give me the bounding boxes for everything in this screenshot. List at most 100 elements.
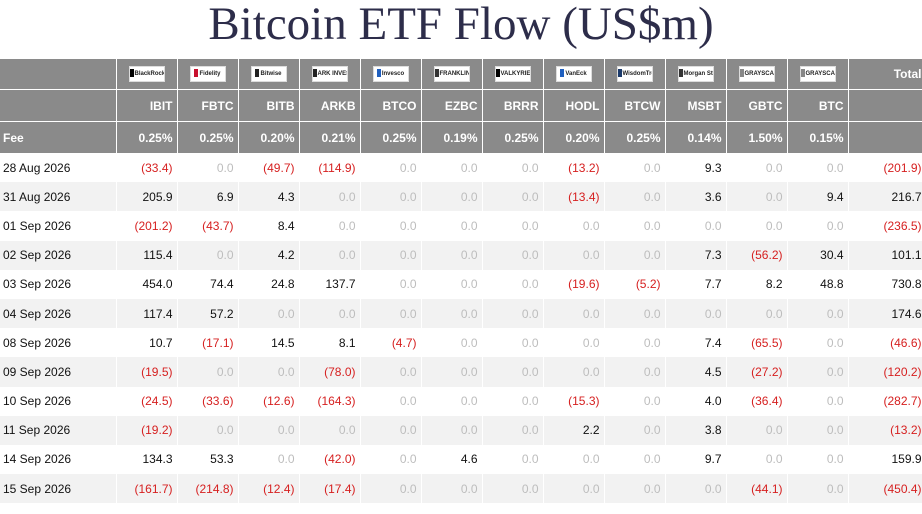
flow-cell: (13.2) [543, 153, 605, 183]
fund-logo-icon: Bitwise [250, 66, 287, 82]
fund-logo-icon: WisdomTree [616, 66, 653, 82]
flow-cell: 0.0 [604, 444, 666, 475]
flow-cell: 0.0 [604, 298, 666, 329]
flow-cell: 0.0 [543, 328, 605, 358]
flow-cell: (19.2) [116, 415, 178, 445]
row-date: 10 Sep 2026 [0, 386, 117, 416]
flow-cell: (164.3) [299, 386, 361, 416]
ticker-header: ARKB [299, 89, 361, 122]
flow-cell: (44.1) [726, 474, 788, 504]
fee-value: 0.14% [665, 121, 727, 153]
flow-cell: 0.0 [421, 240, 483, 270]
fund-logo-cell: Invesco [360, 59, 422, 90]
row-date: 08 Sep 2026 [0, 328, 117, 358]
ticker-header: BTCO [360, 89, 422, 122]
ticker-header: BTC [787, 89, 849, 122]
ticker-corner-cell [0, 89, 117, 122]
fund-logo-cell: Fidelity [177, 59, 239, 90]
flow-cell: 0.0 [787, 386, 849, 416]
flow-cell: 0.0 [787, 328, 849, 358]
logo-text: BlackRock [134, 71, 165, 77]
logo-text: ARK INVEST [317, 71, 347, 77]
flow-cell: 0.0 [177, 357, 239, 387]
row-date: 14 Sep 2026 [0, 444, 117, 475]
flow-cell: 0.0 [604, 328, 666, 358]
fee-value: 0.25% [360, 121, 422, 153]
logo-mark-icon [560, 69, 565, 78]
logo-mark-icon [255, 69, 260, 78]
flow-cell: 0.0 [299, 298, 361, 329]
flow-cell: 4.5 [665, 357, 727, 387]
fund-logo-cell: GRAYSCALE [787, 59, 849, 90]
flow-cell: 0.0 [299, 182, 361, 212]
flow-cell: 0.0 [360, 240, 422, 270]
etf-flow-table: BlackRock Fidelity Bitwise ARK INVEST Invesc… [0, 59, 922, 504]
flow-cell: 0.0 [543, 211, 605, 241]
flow-cell: (12.6) [238, 386, 300, 416]
fee-value: 0.25% [482, 121, 544, 153]
flow-cell: (201.2) [116, 211, 178, 241]
flow-cell: 0.0 [238, 357, 300, 387]
flow-cell: 0.0 [360, 386, 422, 416]
flow-cell: 0.0 [543, 357, 605, 387]
flow-cell: 0.0 [726, 415, 788, 445]
fund-logo-icon: ARK INVEST [311, 66, 348, 82]
flow-cell: 454.0 [116, 269, 178, 299]
fund-logo-cell: GRAYSCALE [726, 59, 788, 90]
row-total: 159.9 [848, 444, 922, 475]
flow-cell: 0.0 [421, 357, 483, 387]
flow-cell: 0.0 [299, 211, 361, 241]
flow-cell: 0.0 [787, 415, 849, 445]
ticker-header: GBTC [726, 89, 788, 122]
flow-cell: 0.0 [360, 182, 422, 212]
flow-cell: 0.0 [360, 474, 422, 504]
flow-cell: 0.0 [238, 444, 300, 475]
flow-cell: 0.0 [177, 153, 239, 183]
ticker-header: BITB [238, 89, 300, 122]
page-title: Bitcoin ETF Flow (US$m) [208, 0, 714, 50]
fee-value: 0.20% [238, 121, 300, 153]
table-row: 02 Sep 2026 115.4 0.0 4.2 0.0 0.0 0.0 0.0 0.0 0.0… [0, 240, 922, 270]
row-date: 31 Aug 2026 [0, 182, 117, 212]
ticker-header: FBTC [177, 89, 239, 122]
flow-cell: 134.3 [116, 444, 178, 475]
logo-text: VALKYRIE [500, 71, 531, 77]
flow-cell: 4.6 [421, 444, 483, 475]
fee-value: 0.25% [116, 121, 178, 153]
flow-cell: 0.0 [482, 357, 544, 387]
ticker-header: MSBT [665, 89, 727, 122]
flow-cell: 0.0 [604, 211, 666, 241]
flow-cell: 0.0 [543, 240, 605, 270]
logo-text: Fidelity [199, 71, 221, 77]
fund-logo-cell: WisdomTree [604, 59, 666, 90]
flow-cell: 0.0 [604, 182, 666, 212]
flow-cell: 0.0 [482, 386, 544, 416]
flow-cell: 0.0 [421, 386, 483, 416]
fee-label: Fee [0, 121, 117, 153]
flow-cell: 3.8 [665, 415, 727, 445]
table-row: 04 Sep 2026 117.4 57.2 0.0 0.0 0.0 0.0 0.0 0.0 0.… [0, 298, 922, 329]
flow-cell: 0.0 [299, 240, 361, 270]
logo-text: VanEck [565, 71, 587, 77]
fund-logo-cell: Morgan Stanley [665, 59, 727, 90]
table-row: 11 Sep 2026 (19.2) 0.0 0.0 0.0 0.0 0.0 0.0 2.2 0.… [0, 415, 922, 445]
flow-cell: 0.0 [726, 211, 788, 241]
flow-cell: 24.8 [238, 269, 300, 299]
flow-cell: 0.0 [360, 269, 422, 299]
flow-cell: 0.0 [421, 211, 483, 241]
flow-cell: (33.4) [116, 153, 178, 183]
fee-value: 0.20% [543, 121, 605, 153]
ticker-header: IBIT [116, 89, 178, 122]
fee-value: 0.25% [177, 121, 239, 153]
logo-mark-icon [376, 69, 381, 78]
flow-cell: 0.0 [787, 357, 849, 387]
flow-cell: 0.0 [482, 474, 544, 504]
row-date: 15 Sep 2026 [0, 474, 117, 504]
flow-cell: (17.1) [177, 328, 239, 358]
row-total: (46.6) [848, 328, 922, 358]
flow-cell: 0.0 [604, 240, 666, 270]
fund-logo-icon: BlackRock [128, 66, 165, 82]
flow-cell: 3.6 [665, 182, 727, 212]
flow-cell: (114.9) [299, 153, 361, 183]
fund-logo-icon: VALKYRIE [494, 66, 531, 82]
